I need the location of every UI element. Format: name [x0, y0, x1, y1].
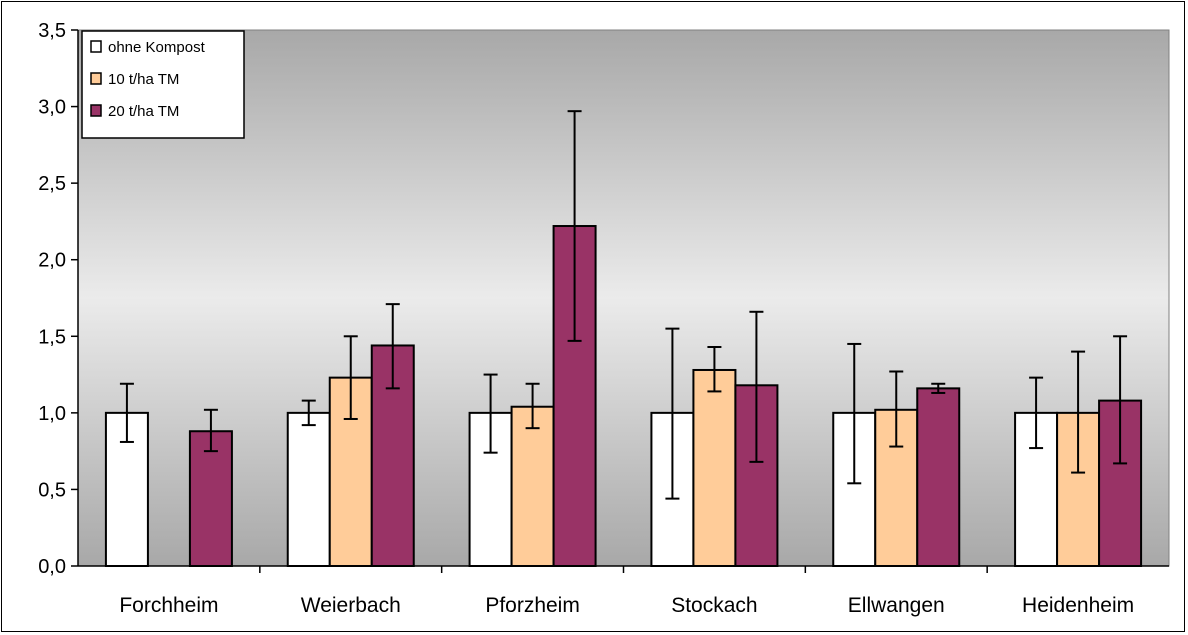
- legend-swatch: [90, 72, 102, 85]
- legend-label: 10 t/ha TM: [108, 71, 179, 88]
- legend-box: [81, 30, 245, 139]
- axes-layer: 0,0 0,5 1,0 1,5 2,0 2,5 3,0 3,5 Forchheim Weierba…: [38, 20, 1169, 617]
- legend-swatch: [90, 40, 102, 53]
- legend: ohne Kompost 10 t/ha TM 20 t/ha TM: [81, 30, 245, 139]
- y-tick-label: 2,0: [38, 250, 66, 272]
- bar: [692, 368, 737, 567]
- legend-swatch: [90, 104, 102, 117]
- bar: [188, 430, 233, 567]
- legend-label: 20 t/ha TM: [108, 103, 179, 120]
- x-tick-label: Weierbach: [301, 594, 401, 617]
- y-tick-label: 2,5: [38, 173, 66, 195]
- x-tick-label: Stockach: [671, 594, 757, 617]
- bar: [286, 411, 331, 567]
- y-tick-label: 3,0: [38, 97, 66, 119]
- x-tick-label: Pforzheim: [485, 594, 580, 617]
- bar: [916, 387, 961, 567]
- error-bars-layer: [119, 110, 1128, 500]
- plot-area: [77, 29, 1170, 567]
- bar: [510, 405, 555, 567]
- x-tick-label: Forchheim: [119, 594, 218, 617]
- y-tick-label: 0,0: [38, 556, 66, 578]
- bar: [1014, 411, 1059, 567]
- x-tick-label: Ellwangen: [848, 594, 945, 617]
- y-tick-label: 1,5: [38, 326, 66, 348]
- y-tick-label: 0,5: [38, 479, 66, 501]
- y-tick-label: 1,0: [38, 403, 66, 425]
- legend-label: ohne Kompost: [108, 39, 206, 56]
- x-tick-label: Heidenheim: [1022, 594, 1134, 617]
- y-tick-label: 3,5: [38, 20, 66, 42]
